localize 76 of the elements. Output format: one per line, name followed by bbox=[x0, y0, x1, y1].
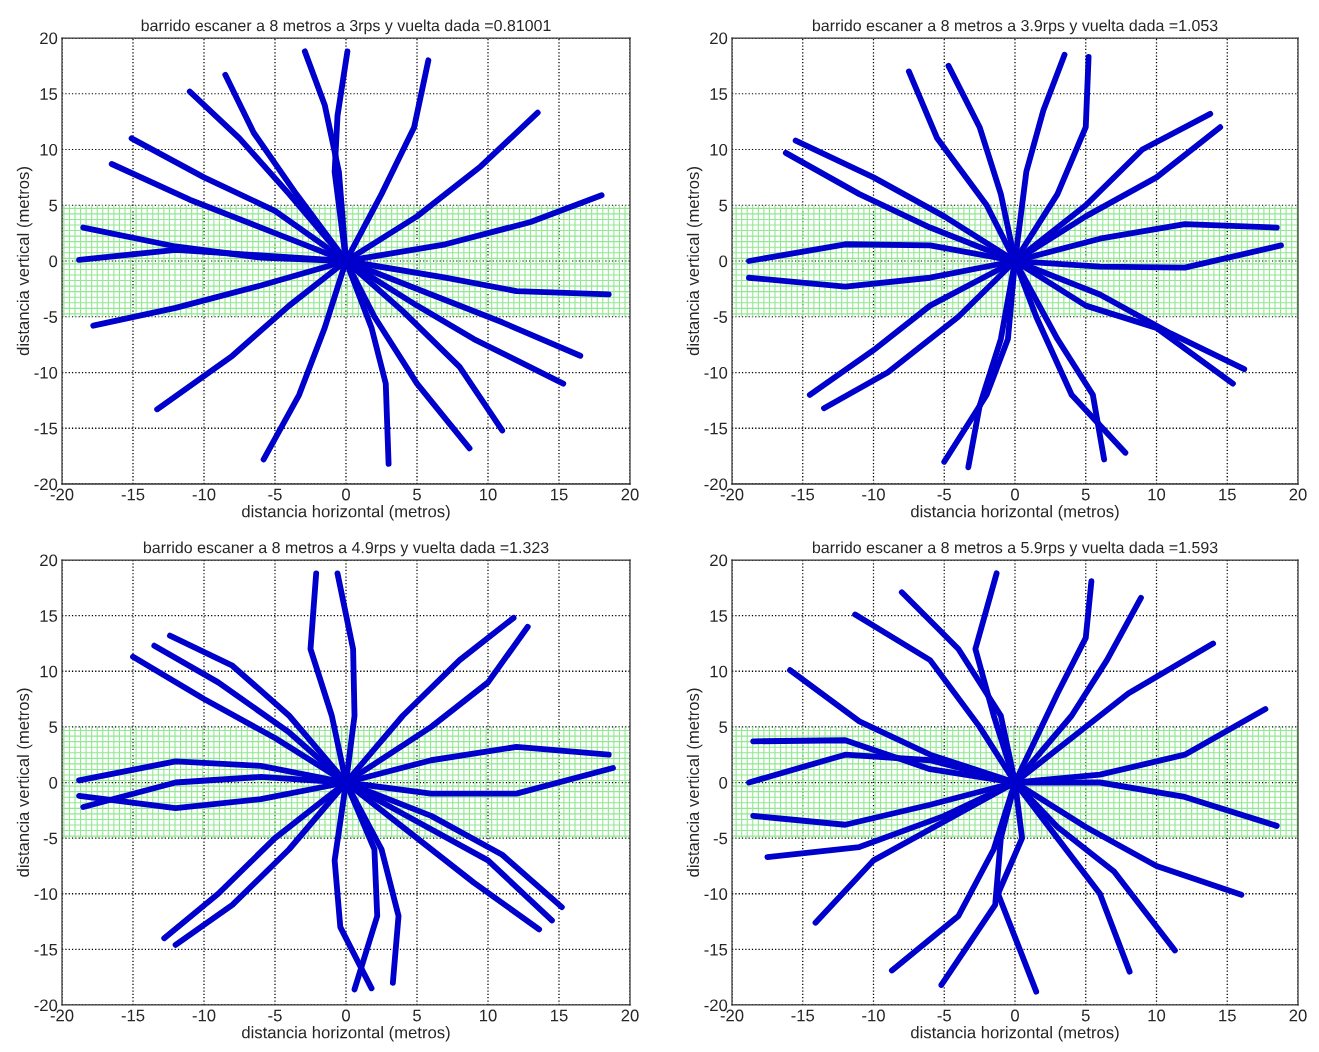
x-tick-label: 5 bbox=[1081, 1009, 1090, 1022]
x-tick-label: 15 bbox=[551, 488, 568, 501]
y-tick-label: 0 bbox=[49, 776, 58, 789]
x-tick-label: -5 bbox=[268, 1009, 282, 1022]
y-tick-label: 20 bbox=[710, 32, 728, 45]
y-tick-label: 10 bbox=[710, 665, 728, 678]
y-tick-label: -5 bbox=[713, 832, 728, 845]
y-axis-title: distancia vertical (metros) bbox=[686, 688, 703, 877]
y-axis-title: distancia vertical (metros) bbox=[16, 167, 33, 356]
chart-title: barrido escaner a 8 metros a 4.9rps y vuelta dada =1.323 bbox=[143, 541, 549, 557]
x-tick-label: -15 bbox=[121, 488, 145, 501]
x-tick-label: 15 bbox=[1219, 488, 1236, 501]
x-tick-label: -15 bbox=[791, 488, 815, 501]
x-tick-label: -10 bbox=[192, 488, 216, 501]
x-tick-label: -15 bbox=[791, 1009, 815, 1022]
y-tick-label: -15 bbox=[704, 943, 728, 956]
y-axis-title: distancia vertical (metros) bbox=[686, 167, 703, 356]
y-tick-label: -15 bbox=[704, 422, 728, 435]
y-tick-label: 5 bbox=[49, 199, 58, 212]
y-axis-title: distancia vertical (metros) bbox=[16, 688, 33, 877]
chart-title: barrido escaner a 8 metros a 3rps y vuelta dada =0.81001 bbox=[141, 19, 551, 35]
y-tick-label: 0 bbox=[719, 776, 728, 789]
x-tick-label: -5 bbox=[268, 488, 282, 501]
x-tick-label: 15 bbox=[551, 1009, 568, 1022]
y-tick-label: 15 bbox=[710, 610, 728, 622]
x-tick-label: -10 bbox=[192, 1009, 216, 1022]
x-axis-title: distancia horizontal (metros) bbox=[911, 505, 1119, 521]
y-tick-label: 15 bbox=[40, 88, 58, 100]
y-tick-label: -10 bbox=[34, 888, 58, 900]
x-tick-label: -10 bbox=[862, 1009, 885, 1022]
y-tick-label: 15 bbox=[40, 610, 58, 622]
x-axis-title: distancia horizontal (metros) bbox=[242, 505, 450, 521]
x-tick-label: 5 bbox=[413, 488, 421, 501]
x-tick-label: 0 bbox=[342, 488, 350, 501]
x-tick-label: 15 bbox=[1219, 1009, 1236, 1022]
x-tick-label: 20 bbox=[621, 1009, 639, 1022]
y-tick-label: 15 bbox=[710, 88, 728, 100]
x-tick-label: 10 bbox=[480, 488, 497, 501]
y-tick-label: 5 bbox=[49, 721, 58, 734]
x-tick-label: 10 bbox=[480, 1009, 497, 1022]
y-tick-label: -10 bbox=[34, 366, 58, 379]
x-tick-label: 20 bbox=[1289, 488, 1307, 501]
y-tick-label: -15 bbox=[34, 943, 58, 956]
y-tick-label: -5 bbox=[713, 311, 728, 323]
x-tick-label: 0 bbox=[1011, 488, 1019, 501]
y-tick-label: -15 bbox=[34, 422, 58, 435]
x-tick-label: -5 bbox=[937, 1009, 951, 1022]
y-tick-label: 10 bbox=[40, 665, 58, 678]
x-tick-label: 20 bbox=[621, 488, 639, 501]
x-tick-label: 5 bbox=[1081, 488, 1090, 501]
y-tick-label: 20 bbox=[40, 32, 58, 45]
chart-title: barrido escaner a 8 metros a 5.9rps y vuelta dada =1.593 bbox=[812, 541, 1218, 557]
chart-title: barrido escaner a 8 metros a 3.9rps y vuelta dada =1.053 bbox=[812, 19, 1218, 35]
y-tick-label: 20 bbox=[710, 554, 728, 567]
x-tick-label: -5 bbox=[937, 488, 951, 501]
x-axis-title: distancia horizontal (metros) bbox=[911, 1026, 1119, 1042]
x-tick-label: 0 bbox=[342, 1009, 350, 1022]
y-tick-label: -5 bbox=[43, 311, 58, 323]
x-tick-label: 5 bbox=[413, 1009, 421, 1022]
x-tick-label: -15 bbox=[121, 1009, 145, 1022]
y-tick-label: 10 bbox=[710, 143, 728, 156]
y-tick-label: 5 bbox=[719, 199, 728, 212]
y-tick-label: -10 bbox=[704, 366, 728, 379]
x-tick-label: 10 bbox=[1148, 1009, 1166, 1022]
x-axis-title: distancia horizontal (metros) bbox=[242, 1026, 450, 1042]
y-tick-label: 5 bbox=[719, 721, 728, 734]
y-tick-label: -10 bbox=[704, 888, 728, 900]
y-tick-label: -5 bbox=[43, 832, 58, 845]
x-tick-label: -10 bbox=[862, 488, 885, 501]
y-tick-label: 0 bbox=[719, 255, 728, 268]
x-tick-label: 10 bbox=[1148, 488, 1166, 501]
y-tick-label: 20 bbox=[40, 554, 58, 567]
x-tick-label: 0 bbox=[1011, 1009, 1019, 1022]
y-tick-label: 0 bbox=[49, 255, 58, 268]
y-tick-label: 10 bbox=[40, 143, 58, 156]
x-tick-label: 20 bbox=[1289, 1009, 1307, 1022]
